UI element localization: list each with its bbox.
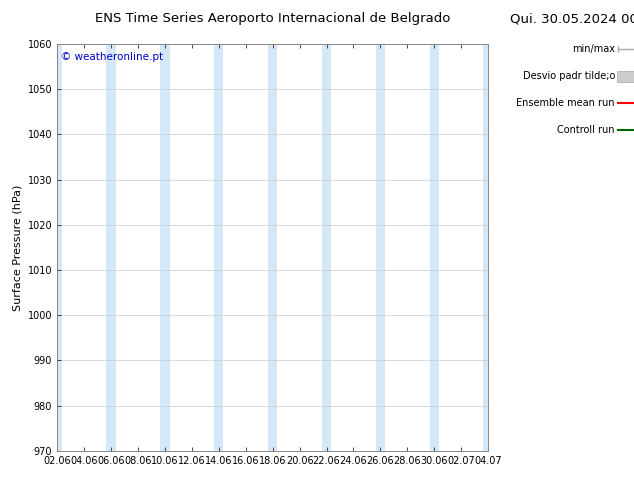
- Bar: [430, 44, 439, 451]
- Bar: [484, 44, 493, 451]
- Text: Ensemble mean run: Ensemble mean run: [517, 98, 615, 108]
- Text: © weatheronline.pt: © weatheronline.pt: [61, 52, 164, 62]
- Text: ENS Time Series Aeroporto Internacional de Belgrado: ENS Time Series Aeroporto Internacional …: [95, 12, 450, 25]
- Bar: [107, 44, 115, 451]
- Text: Controll run: Controll run: [557, 125, 615, 135]
- Bar: [53, 44, 61, 451]
- Text: Desvio padr tilde;o: Desvio padr tilde;o: [522, 71, 615, 81]
- Text: min/max: min/max: [572, 44, 615, 54]
- Bar: [214, 44, 223, 451]
- Bar: [268, 44, 277, 451]
- Bar: [376, 44, 385, 451]
- Text: Qui. 30.05.2024 00 UTC: Qui. 30.05.2024 00 UTC: [510, 12, 634, 25]
- Y-axis label: Surface Pressure (hPa): Surface Pressure (hPa): [12, 184, 22, 311]
- Bar: [160, 44, 169, 451]
- Bar: [322, 44, 331, 451]
